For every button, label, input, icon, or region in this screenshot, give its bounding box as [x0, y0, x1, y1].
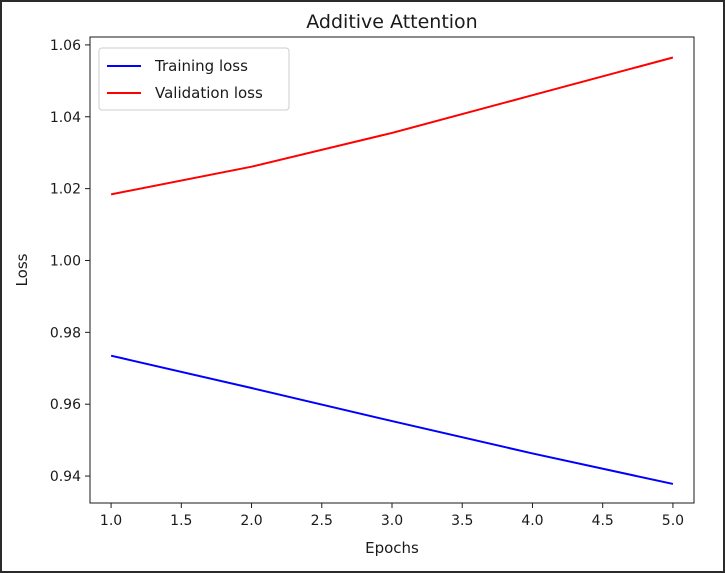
x-tick-label: 4.0: [521, 513, 543, 529]
series-layer: [110, 56, 674, 485]
series-line-training-loss: [110, 354, 674, 485]
x-tick-label: 1.0: [100, 513, 122, 529]
y-tick-label: 0.94: [50, 469, 81, 485]
chart-title: Additive Attention: [306, 11, 477, 33]
x-axis-label: Epochs: [365, 539, 419, 557]
x-tick-label: 2.5: [311, 513, 333, 529]
x-tick-label: 4.5: [592, 513, 614, 529]
y-tick-label: 1.04: [50, 110, 81, 126]
legend: Training loss Validation loss: [98, 47, 290, 111]
y-tick-label: 0.98: [50, 325, 81, 341]
legend-label: Training loss: [154, 57, 248, 75]
x-tick-label: 3.5: [451, 513, 473, 529]
series-line-validation-loss: [110, 56, 674, 196]
legend-box: [98, 47, 290, 111]
y-axis-ticks: 0.94 0.96 0.98 1.00 1.02 1.04 1.06: [50, 38, 90, 485]
x-tick-label: 3.0: [381, 513, 403, 529]
y-tick-label: 1.06: [50, 38, 81, 54]
y-tick-label: 0.96: [50, 397, 81, 413]
y-tick-label: 1.00: [50, 253, 81, 269]
x-tick-label: 5.0: [662, 513, 684, 529]
x-axis-ticks: 1.0 1.5 2.0 2.5 3.0 3.5 4.0 4.5 5.0: [100, 503, 684, 529]
plot-area: [89, 36, 695, 504]
x-tick-label: 2.0: [240, 513, 262, 529]
y-axis-label: Loss: [13, 253, 31, 286]
x-tick-label: 1.5: [170, 513, 192, 529]
y-tick-label: 1.02: [50, 182, 81, 198]
legend-label: Validation loss: [155, 84, 263, 102]
